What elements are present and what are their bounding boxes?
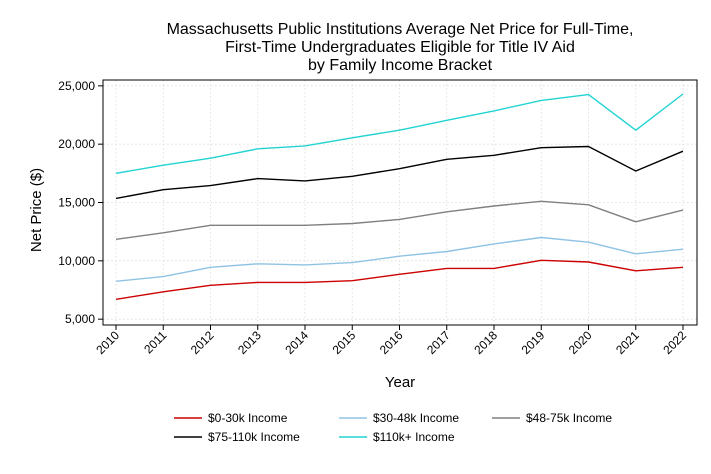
x-tick-label: 2018 bbox=[471, 328, 500, 357]
x-tick-label: 2020 bbox=[566, 328, 595, 357]
x-tick-label: 2012 bbox=[188, 328, 217, 357]
series-line-110k-income bbox=[115, 93, 684, 174]
x-tick-label: 2022 bbox=[660, 328, 689, 357]
series-lines bbox=[115, 93, 684, 300]
chart-title-line-2: First-Time Undergraduates Eligible for T… bbox=[225, 39, 575, 56]
series-line-48-75k-income bbox=[115, 200, 684, 240]
x-tick-label: 2019 bbox=[519, 328, 548, 357]
x-axis-label: Year bbox=[385, 374, 415, 391]
x-tick-label: 2013 bbox=[235, 328, 264, 357]
x-tick-label: 2015 bbox=[330, 328, 359, 357]
x-tick-label: 2010 bbox=[93, 328, 122, 357]
x-tick-label: 2021 bbox=[613, 328, 642, 357]
chart-title-line-3: by Family Income Bracket bbox=[308, 57, 493, 74]
grid-lines bbox=[103, 80, 697, 325]
legend-label-30-48k-income: $30-48k Income bbox=[373, 411, 459, 425]
y-tick-label: 15,000 bbox=[58, 196, 95, 210]
y-axis-ticks: 5,000 10,000 15,000 20,000 25,000 bbox=[58, 79, 103, 326]
x-axis-ticks: 2010 2011 2012 2013 2014 2015 2016 2017 2018 2019… bbox=[93, 325, 689, 357]
legend-label-48-75k-income: $48-75k Income bbox=[526, 411, 612, 425]
series-line-30-48k-income bbox=[115, 236, 684, 282]
x-tick-label: 2014 bbox=[282, 328, 311, 357]
y-axis-label: Net Price ($) bbox=[28, 168, 45, 252]
series-line-75-110k-income bbox=[115, 145, 684, 200]
x-tick-label: 2017 bbox=[424, 328, 453, 357]
chart-title-line-1: Massachusetts Public Institutions Averag… bbox=[167, 21, 634, 38]
legend-label-110k-income: $110k+ Income bbox=[373, 430, 455, 444]
x-tick-label: 2011 bbox=[141, 328, 169, 356]
x-tick-label: 2016 bbox=[377, 328, 406, 357]
series-line-0-30k-income bbox=[115, 259, 684, 300]
legend: $0-30k Income $30-48k Income $48-75k Incom… bbox=[174, 411, 612, 444]
legend-label-75-110k-income: $75-110k Income bbox=[208, 430, 300, 444]
y-tick-label: 20,000 bbox=[58, 137, 95, 151]
legend-label-0-30k-income: $0-30k Income bbox=[208, 411, 288, 425]
y-tick-label: 25,000 bbox=[58, 79, 95, 93]
y-tick-label: 5,000 bbox=[65, 312, 95, 326]
chart-title: Massachusetts Public Institutions Averag… bbox=[167, 21, 634, 74]
y-tick-label: 10,000 bbox=[58, 254, 95, 268]
